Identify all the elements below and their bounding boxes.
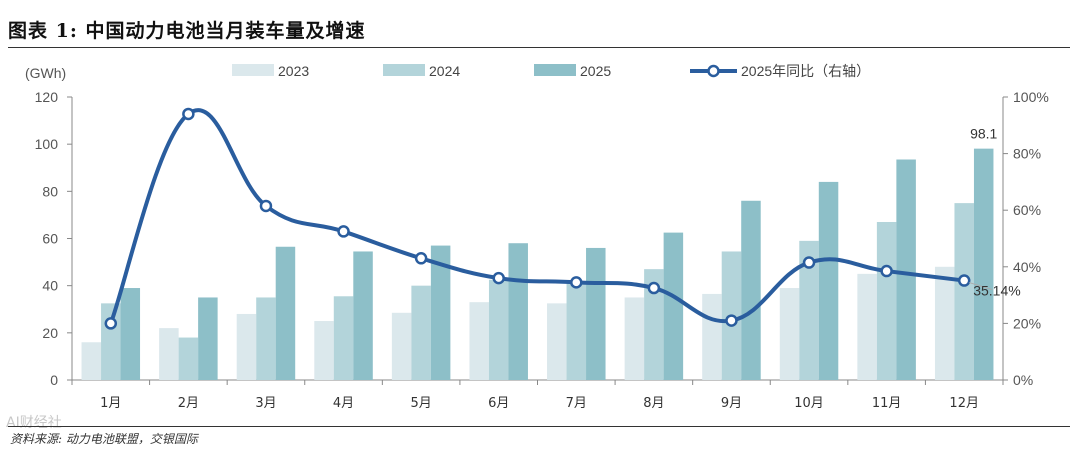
legend: 2023 2024 2025 2025年同比（右轴） [232, 63, 870, 79]
bar-2025 [198, 297, 218, 380]
y2-tick-label: 40% [1013, 259, 1041, 275]
bar-2025 [120, 288, 141, 380]
legend-label-2023: 2023 [278, 63, 309, 79]
bar-2025 [508, 243, 528, 380]
yoy-marker [414, 252, 428, 265]
bar-2023 [236, 313, 257, 380]
yoy-marker [570, 276, 583, 289]
legend-swatch-2024 [383, 64, 425, 76]
source-note: 资料来源: 动力电池联盟，交银国际 [10, 432, 198, 446]
bar-2025 [973, 148, 994, 380]
watermark: AI财经社 [6, 415, 62, 431]
y-axis-label: (GWh) [25, 65, 66, 81]
y-tick-label: 100 [35, 136, 59, 152]
y-tick-label: 20 [42, 325, 58, 341]
bar-2024 [333, 296, 354, 380]
x-tick-label: 1月 [100, 396, 121, 411]
y-tick-label: 0 [50, 372, 58, 388]
x-tick-label: 7月 [566, 396, 587, 411]
bar-2025 [896, 159, 916, 380]
legend-swatch-2023 [232, 64, 274, 76]
bar-2025 [275, 246, 296, 380]
bar-2023 [934, 266, 955, 380]
bar-2023 [81, 342, 102, 380]
bar-2024 [954, 203, 974, 380]
legend-label-yoy: 2025年同比（右轴） [741, 63, 870, 79]
bar-2023 [857, 273, 877, 380]
yoy-marker [104, 317, 118, 330]
yoy-marker [725, 314, 738, 327]
bar-2023 [779, 288, 800, 380]
data-label-last-bar: 98.1 [970, 126, 997, 142]
x-tick-label: 2月 [178, 396, 199, 411]
bar-2024 [566, 282, 587, 380]
x-tick-label: 11月 [872, 396, 902, 411]
yoy-marker [880, 264, 893, 278]
y-tick-label: 120 [35, 89, 59, 105]
bar-2025 [818, 181, 839, 380]
legend-swatch-2025 [534, 64, 576, 76]
x-tick-label: 6月 [488, 396, 509, 411]
bar-2024 [876, 221, 897, 380]
bar-2025 [741, 200, 761, 380]
bar-2025 [663, 232, 684, 380]
bar-2024 [411, 285, 431, 380]
yoy-marker [259, 199, 273, 213]
x-tick-label: 4月 [333, 396, 354, 411]
bar-2023 [391, 312, 412, 380]
y-tick-label: 40 [42, 278, 58, 294]
bar-2025 [353, 251, 373, 380]
yoy-marker [492, 271, 505, 285]
y2-tick-label: 80% [1013, 146, 1041, 162]
bar-2025 [430, 245, 451, 380]
yoy-marker [337, 225, 350, 238]
y2-tick-label: 100% [1013, 89, 1049, 105]
y-tick-label: 80 [42, 183, 58, 199]
footer-divider [8, 426, 1070, 427]
yoy-marker [182, 107, 195, 121]
x-tick-label: 12月 [949, 396, 979, 411]
y-tick-label: 60 [42, 231, 58, 247]
y2-tick-label: 20% [1013, 315, 1041, 331]
bar-2024 [256, 297, 276, 380]
title-divider [8, 47, 1070, 48]
bar-2024 [178, 337, 199, 380]
x-tick-label: 8月 [643, 396, 664, 411]
bar-2023 [314, 321, 334, 380]
axes-layer: 0 20 40 60 80 100 120 0% 20% 40% 60% 80% 100% 1月 2月 3月 4… [35, 89, 1049, 411]
y2-tick-label: 60% [1013, 202, 1041, 218]
legend-label-2024: 2024 [429, 63, 460, 79]
x-tick-label: 5月 [410, 396, 431, 411]
bar-2024 [488, 279, 509, 380]
bar-2024 [799, 240, 819, 380]
bar-2023 [702, 293, 722, 380]
line-layer: 35.14% [104, 107, 1021, 330]
y2-tick-label: 0% [1013, 372, 1033, 388]
yoy-marker [802, 256, 816, 269]
bar-2023 [547, 303, 567, 380]
x-tick-label: 10月 [794, 396, 824, 411]
bar-2023 [159, 328, 179, 380]
x-tick-label: 9月 [721, 396, 742, 411]
x-tick-label: 3月 [255, 396, 276, 411]
bar-2025 [586, 247, 606, 380]
legend-line-marker [707, 64, 720, 78]
annotation-leader [969, 282, 993, 291]
yoy-marker [957, 274, 971, 287]
data-label-last-yoy: 35.14% [973, 283, 1020, 299]
legend-label-2025: 2025 [580, 63, 611, 79]
bar-2024 [101, 303, 121, 380]
bars-layer: 98.1 [81, 126, 998, 380]
yoy-marker [647, 281, 661, 295]
bar-2024 [644, 269, 664, 380]
bar-2023 [624, 297, 645, 380]
bar-2023 [469, 302, 489, 380]
chart-title: 图表 1: 中国动力电池当月装车量及增速 [8, 20, 366, 42]
